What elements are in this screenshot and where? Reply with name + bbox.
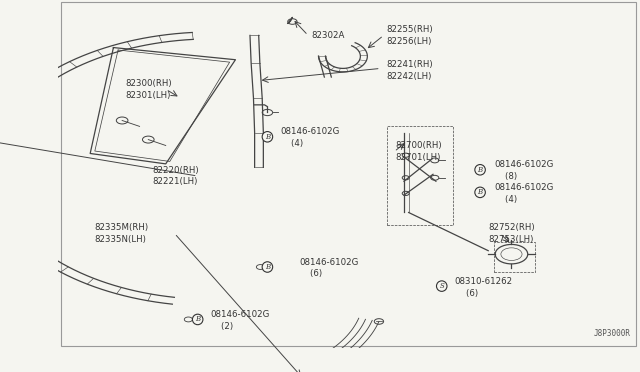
Text: 82752(RH)
82753(LH): 82752(RH) 82753(LH) <box>488 223 535 244</box>
Text: B: B <box>265 133 270 141</box>
Text: 82255(RH)
82256(LH): 82255(RH) 82256(LH) <box>387 25 433 46</box>
Text: 82300(RH)
82301(LH): 82300(RH) 82301(LH) <box>125 79 172 100</box>
Text: B: B <box>477 188 483 196</box>
Text: B: B <box>477 166 483 174</box>
Text: J8P3000R: J8P3000R <box>593 329 630 338</box>
Text: 08146-6102G
    (2): 08146-6102G (2) <box>211 310 270 331</box>
Text: 08146-6102G
    (8): 08146-6102G (8) <box>494 160 554 181</box>
Text: 82700(RH)
82701(LH): 82700(RH) 82701(LH) <box>396 141 442 162</box>
Text: 82302A: 82302A <box>311 31 344 40</box>
Text: S: S <box>440 282 444 290</box>
Text: 08146-6102G
    (4): 08146-6102G (4) <box>280 128 340 148</box>
Text: B: B <box>195 315 200 323</box>
Text: 08146-6102G
    (6): 08146-6102G (6) <box>300 258 359 279</box>
Text: 08146-6102G
    (4): 08146-6102G (4) <box>494 183 554 204</box>
Text: 82220(RH)
82221(LH): 82220(RH) 82221(LH) <box>152 166 199 186</box>
Text: 08310-61262
    (6): 08310-61262 (6) <box>454 277 513 298</box>
Text: 82335M(RH)
82335N(LH): 82335M(RH) 82335N(LH) <box>94 223 148 244</box>
Text: 82241(RH)
82242(LH): 82241(RH) 82242(LH) <box>387 60 433 80</box>
Text: B: B <box>265 263 270 271</box>
